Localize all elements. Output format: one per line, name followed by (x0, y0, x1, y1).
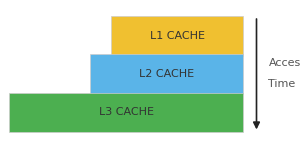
Text: L1 CACHE: L1 CACHE (149, 31, 205, 41)
Bar (9, 93, 243, 132)
Text: L3 CACHE: L3 CACHE (98, 107, 154, 117)
Text: L2 CACHE: L2 CACHE (139, 69, 194, 79)
Bar (111, 16, 243, 56)
Text: Time: Time (268, 79, 296, 89)
Bar (90, 54, 243, 94)
Text: Access: Access (268, 58, 300, 68)
